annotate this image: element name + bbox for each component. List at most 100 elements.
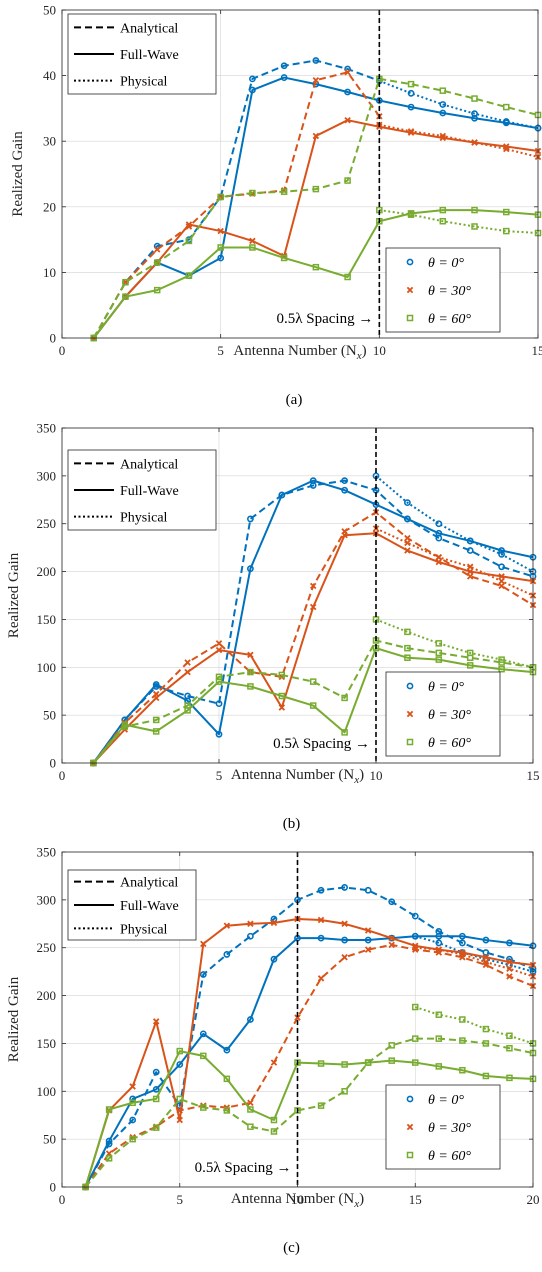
data-point <box>404 547 411 554</box>
data-point <box>341 884 348 891</box>
data-point <box>412 1059 419 1066</box>
data-point <box>176 1061 184 1068</box>
spacing-annotation: 0.5λ Spacing → <box>276 311 373 327</box>
data-point <box>223 922 231 929</box>
y-tick-label: 0 <box>50 756 57 771</box>
series-line <box>84 935 534 1188</box>
legend-entry-theta-1: θ = 30° <box>428 284 471 299</box>
x-axis-label-sub: x <box>353 1198 359 1210</box>
y-tick-label: 30 <box>43 134 56 149</box>
data-point <box>503 227 510 235</box>
data-point <box>246 565 254 573</box>
series-line <box>84 918 534 1188</box>
data-point <box>466 573 474 580</box>
data-point <box>344 88 351 96</box>
y-tick-label: 250 <box>37 940 57 955</box>
data-point <box>341 936 348 944</box>
legend-entry-theta-1: θ = 30° <box>428 1121 471 1136</box>
x-tick-label: 5 <box>177 1192 184 1207</box>
data-point <box>215 730 223 738</box>
data-point <box>412 1035 419 1042</box>
x-axis-label-main: Antenna Number (N <box>231 1191 354 1207</box>
series-line <box>92 639 534 764</box>
legend-line-styles: Analytical Full-Wave Physical <box>67 13 217 95</box>
y-tick-label: 250 <box>37 516 57 531</box>
y-tick-label: 300 <box>37 892 57 907</box>
data-point <box>498 582 505 590</box>
data-point <box>388 941 395 949</box>
series-line <box>92 59 380 339</box>
data-point <box>435 946 443 953</box>
data-point <box>439 87 447 94</box>
legend-marker <box>406 1095 414 1103</box>
y-tick-label: 200 <box>37 988 57 1003</box>
data-point <box>247 668 254 676</box>
data-point <box>439 206 447 214</box>
data-point <box>404 644 411 652</box>
data-point <box>482 949 490 956</box>
data-point <box>217 227 224 235</box>
legend-marker <box>406 710 414 718</box>
data-point <box>344 177 351 184</box>
data-point <box>248 86 256 94</box>
data-point <box>404 654 411 661</box>
data-point <box>176 1047 183 1055</box>
data-point <box>294 1014 301 1021</box>
data-point <box>341 1088 348 1095</box>
data-point <box>498 656 505 663</box>
data-point <box>176 1116 183 1124</box>
data-point <box>246 1016 254 1023</box>
data-point <box>215 646 223 654</box>
legend-marker <box>406 1123 414 1131</box>
data-point <box>439 109 447 117</box>
series-line <box>84 1037 534 1188</box>
x-axis-label-close: ) <box>359 1191 364 1207</box>
data-point <box>270 1059 278 1066</box>
y-tick-label: 200 <box>37 564 57 579</box>
y-axis-label: Realized Gain <box>10 131 26 217</box>
data-point <box>364 886 372 894</box>
legend-theta: θ = 0° θ = 30° θ = 60° <box>385 1084 501 1170</box>
data-point <box>506 958 513 966</box>
data-point <box>341 954 348 961</box>
data-point <box>482 958 490 966</box>
panel-caption: (c) <box>283 1240 300 1256</box>
data-point <box>278 671 286 679</box>
data-point <box>280 254 288 262</box>
data-point <box>185 221 193 228</box>
data-point <box>185 237 193 245</box>
data-point <box>344 116 351 124</box>
legend-entry-full-wave: Full-Wave <box>120 484 179 499</box>
series-line <box>92 76 539 339</box>
x-axis-label-close: ) <box>362 343 367 359</box>
y-tick-label: 100 <box>37 660 57 675</box>
data-point <box>435 656 443 663</box>
legend-entry-full-wave: Full-Wave <box>120 48 179 63</box>
data-point <box>341 729 348 736</box>
data-point <box>199 971 207 978</box>
data-point <box>105 1137 113 1145</box>
data-point <box>503 145 510 153</box>
data-point <box>200 1104 207 1111</box>
data-point <box>466 649 474 657</box>
data-point <box>199 1030 207 1038</box>
data-point <box>184 668 191 676</box>
legend-entry-physical: Physical <box>120 511 168 526</box>
data-point <box>129 1135 136 1143</box>
legend-entry-theta-0: θ = 0° <box>428 680 464 695</box>
data-point <box>506 973 513 980</box>
x-axis-label-main: Antenna Number (N <box>231 767 354 783</box>
data-point <box>482 954 490 961</box>
legend-entry-theta-2: θ = 60° <box>428 736 471 751</box>
data-point <box>407 211 415 218</box>
legend-marker <box>406 738 414 746</box>
legend-marker <box>406 314 414 322</box>
data-point <box>506 1074 513 1082</box>
y-tick-label: 0 <box>50 1180 57 1195</box>
legend-line-styles: Analytical Full-Wave Physical <box>67 449 217 531</box>
data-point <box>344 273 351 281</box>
data-point <box>152 1018 160 1025</box>
data-point <box>249 244 256 251</box>
chart-panel-a: 0 5 10 15 0 10 20 30 40 50 Antenna Number (Nx) Real… <box>10 3 542 409</box>
y-tick-label: 50 <box>43 3 56 18</box>
